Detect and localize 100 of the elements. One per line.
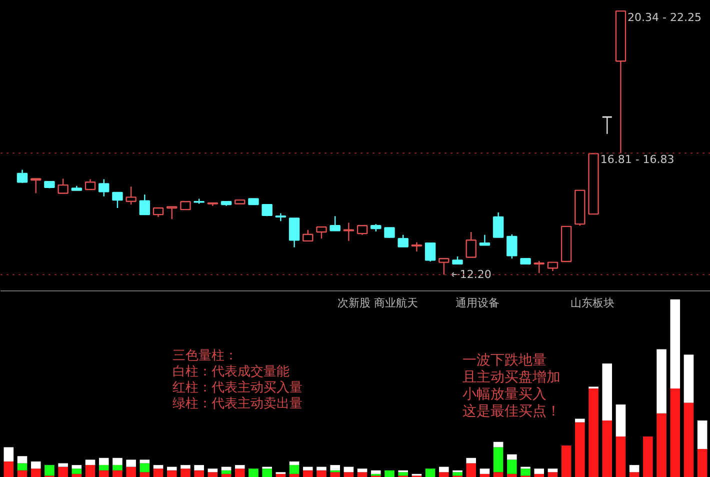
bar bbox=[303, 466, 313, 470]
candlestick bbox=[98, 178, 110, 197]
annotation: 且主动买盘增加 bbox=[462, 370, 560, 386]
bar bbox=[466, 458, 476, 464]
bar bbox=[112, 458, 122, 466]
annotation: 小幅放量买入 bbox=[462, 386, 546, 402]
bar bbox=[126, 466, 136, 477]
annotation: 次新股 商业航天 bbox=[338, 296, 418, 310]
bar bbox=[221, 466, 232, 470]
annotation: 绿柱：代表主动卖出量 bbox=[172, 396, 302, 412]
bar bbox=[153, 468, 164, 477]
annotation: 红柱：代表主动买入量 bbox=[172, 380, 302, 396]
candlestick bbox=[126, 186, 136, 206]
bar bbox=[493, 447, 504, 472]
candlestick bbox=[438, 258, 450, 276]
candlestick bbox=[330, 216, 340, 232]
candlestick bbox=[84, 178, 96, 190]
bar bbox=[520, 468, 530, 476]
bar bbox=[466, 463, 476, 477]
bar bbox=[140, 463, 150, 472]
candlestick bbox=[479, 234, 490, 246]
bar bbox=[507, 460, 517, 474]
bar bbox=[44, 465, 54, 476]
candlestick bbox=[356, 225, 368, 236]
bar bbox=[289, 465, 300, 474]
bar bbox=[126, 460, 136, 467]
bar bbox=[480, 474, 490, 477]
bar bbox=[602, 420, 612, 477]
bar bbox=[670, 388, 680, 477]
bar bbox=[72, 465, 82, 469]
bar bbox=[262, 468, 272, 477]
bar bbox=[670, 299, 680, 388]
annotation: 一波下跌地量 bbox=[462, 352, 546, 368]
bar bbox=[507, 454, 517, 460]
candlestick bbox=[398, 234, 408, 248]
annotation: 山东板块 bbox=[570, 296, 614, 310]
candlestick bbox=[16, 169, 28, 184]
bar bbox=[98, 458, 109, 466]
bar bbox=[616, 436, 626, 477]
bar bbox=[439, 472, 449, 477]
bar bbox=[330, 465, 340, 470]
bar bbox=[30, 468, 41, 477]
bar bbox=[194, 465, 204, 470]
annotation: 这是最佳买点！ bbox=[462, 404, 560, 420]
candlestick bbox=[58, 178, 68, 194]
candlestick bbox=[506, 234, 518, 260]
bar bbox=[684, 354, 694, 403]
bar bbox=[316, 466, 326, 470]
bar bbox=[194, 470, 204, 477]
bar bbox=[384, 470, 394, 477]
candlestick bbox=[288, 218, 300, 248]
bar bbox=[561, 445, 572, 477]
bar bbox=[316, 470, 326, 477]
bar bbox=[140, 472, 150, 477]
bar bbox=[684, 402, 694, 477]
bar bbox=[344, 472, 354, 477]
candlestick bbox=[466, 231, 476, 258]
bar bbox=[30, 461, 41, 469]
bar bbox=[371, 470, 381, 474]
bar bbox=[180, 468, 190, 477]
candlestick bbox=[166, 206, 178, 220]
bar bbox=[221, 474, 232, 477]
bar bbox=[493, 472, 504, 477]
bar bbox=[289, 461, 300, 466]
bar bbox=[697, 449, 708, 477]
bar bbox=[234, 465, 245, 469]
annotation: 20.34 - 22.25 bbox=[628, 11, 702, 24]
bar bbox=[17, 470, 28, 477]
bar bbox=[303, 470, 313, 477]
bar bbox=[398, 472, 408, 476]
bar bbox=[4, 447, 14, 462]
candlestick bbox=[602, 116, 613, 134]
bar bbox=[58, 466, 68, 477]
bar bbox=[697, 420, 708, 450]
bar bbox=[548, 472, 558, 477]
bar bbox=[153, 465, 164, 469]
bar bbox=[656, 349, 666, 414]
bar bbox=[534, 468, 544, 474]
bar bbox=[276, 474, 286, 477]
bar bbox=[357, 468, 368, 472]
bar bbox=[72, 474, 82, 477]
bar bbox=[98, 470, 109, 477]
candlestick bbox=[343, 222, 354, 242]
bar bbox=[289, 474, 300, 477]
annotation: 通用设备 bbox=[456, 296, 500, 310]
bar bbox=[166, 466, 177, 470]
bar bbox=[344, 466, 354, 472]
bar bbox=[534, 474, 544, 477]
bar bbox=[17, 456, 28, 464]
bar bbox=[493, 442, 504, 448]
bar bbox=[112, 465, 122, 470]
candlestick bbox=[492, 212, 504, 238]
candlestick bbox=[302, 229, 314, 242]
bar bbox=[480, 468, 490, 474]
bar bbox=[656, 413, 666, 477]
bar bbox=[58, 463, 68, 467]
bar bbox=[629, 465, 640, 472]
bar bbox=[85, 460, 96, 466]
bar bbox=[112, 470, 122, 477]
annotation: 16.81 - 16.83 bbox=[600, 153, 674, 166]
